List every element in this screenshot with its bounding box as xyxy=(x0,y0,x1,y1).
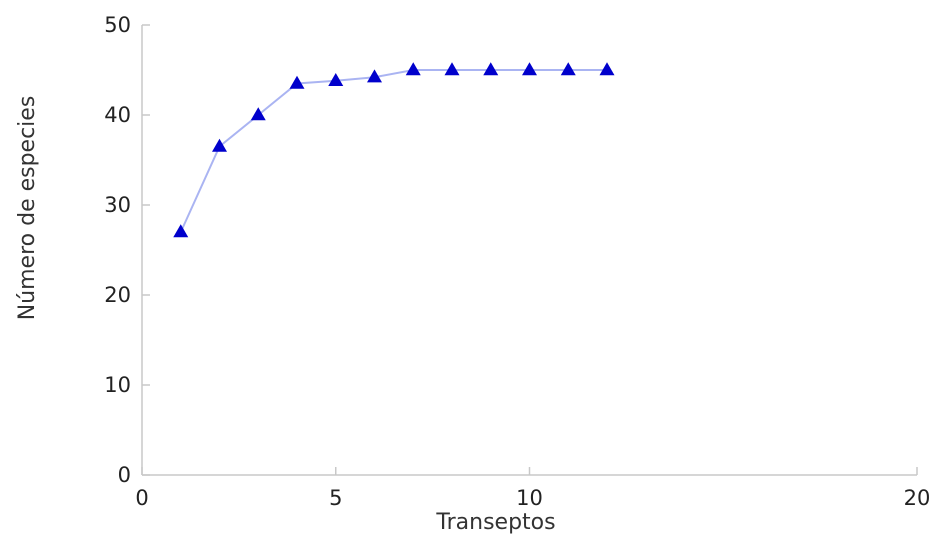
data-point-marker xyxy=(250,107,266,121)
x-tick-label: 10 xyxy=(516,486,543,510)
x-tick-label: 5 xyxy=(329,486,342,510)
x-axis-title: Transeptos xyxy=(435,510,555,535)
data-point-marker xyxy=(289,75,305,89)
x-tick-label: 0 xyxy=(135,486,148,510)
y-tick-label: 30 xyxy=(104,193,131,217)
data-point-marker xyxy=(444,62,460,76)
y-tick-label: 20 xyxy=(104,283,131,307)
y-tick-label: 50 xyxy=(104,13,131,37)
y-tick-label: 10 xyxy=(104,373,131,397)
x-tick-label: 20 xyxy=(904,486,931,510)
data-point-marker xyxy=(173,224,189,238)
data-point-marker xyxy=(483,62,499,76)
y-tick-label: 0 xyxy=(118,463,131,487)
y-tick-label: 40 xyxy=(104,103,131,127)
data-point-marker xyxy=(367,69,382,83)
data-point-marker xyxy=(405,62,421,76)
series-line xyxy=(179,69,607,233)
data-point-marker xyxy=(599,62,615,76)
data-point-marker xyxy=(522,62,537,76)
series-layer xyxy=(173,62,615,238)
y-axis-title: Número de especies xyxy=(15,96,40,321)
axes: 0 5 10 20 0 10 20 30 40 50 xyxy=(104,13,930,510)
data-point-marker xyxy=(328,73,344,86)
data-point-marker xyxy=(212,138,227,152)
data-point-marker xyxy=(560,62,576,76)
